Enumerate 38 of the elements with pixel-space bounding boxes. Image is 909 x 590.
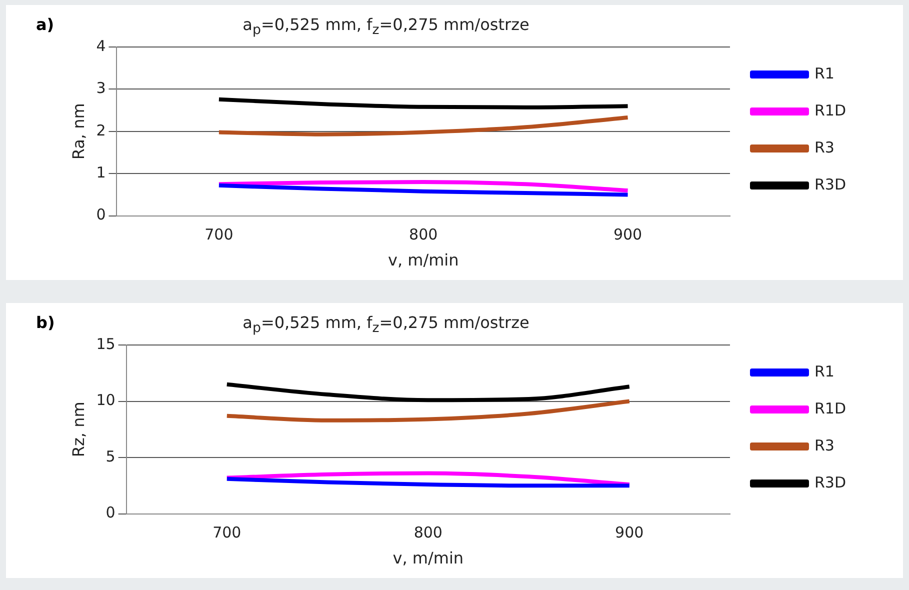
legend-label: R1D (814, 101, 846, 120)
x-axis-title: v, m/min (388, 250, 459, 270)
x-tick-label: 900 (615, 524, 644, 542)
x-tick-label: 700 (212, 524, 242, 542)
chart-title: a$_{p}$=0,525 mm, f$_{z}$=0,275 mm/ostrze (242, 15, 530, 38)
y-tick-label: 0 (96, 206, 106, 224)
y-tick-label: 2 (96, 121, 106, 140)
line-series (224, 382, 632, 402)
y-axis-title: Rz, nm (68, 402, 88, 458)
line-series (224, 399, 632, 422)
y-tick-label: 0 (106, 504, 116, 522)
y-tick-label: 15 (96, 334, 116, 353)
line-series (216, 97, 630, 110)
text: a) (36, 15, 54, 34)
x-tick-label: 800 (409, 226, 438, 244)
x-axis-title: v, m/min (392, 548, 464, 568)
chart-title: a$_{p}$=0,525 mm, f$_{z}$=0,275 mm/ostrze (242, 313, 530, 336)
text: b) (36, 313, 55, 332)
x-tick-label: 800 (414, 524, 442, 542)
line-series (216, 115, 630, 136)
line-series (216, 180, 630, 192)
legend-label: R3D (814, 175, 846, 194)
y-tick-label: 5 (106, 447, 116, 466)
y-axis-title: Ra, nm (68, 103, 88, 160)
y-tick-label: 1 (96, 163, 106, 182)
line-series (224, 476, 632, 488)
line-series (216, 183, 630, 197)
y-tick-label: 4 (96, 36, 106, 55)
x-tick-label: 700 (204, 226, 234, 244)
y-tick-label: 10 (96, 391, 116, 410)
x-tick-label: 900 (613, 226, 642, 244)
legend-label: R1 (814, 64, 834, 82)
y-tick-label: 3 (96, 79, 106, 98)
legend-label: R1D (814, 399, 846, 418)
legend-label: R1 (814, 362, 834, 380)
legend-label: R3 (814, 138, 834, 156)
legend-label: R3 (814, 436, 834, 454)
legend-label: R3D (814, 473, 846, 492)
